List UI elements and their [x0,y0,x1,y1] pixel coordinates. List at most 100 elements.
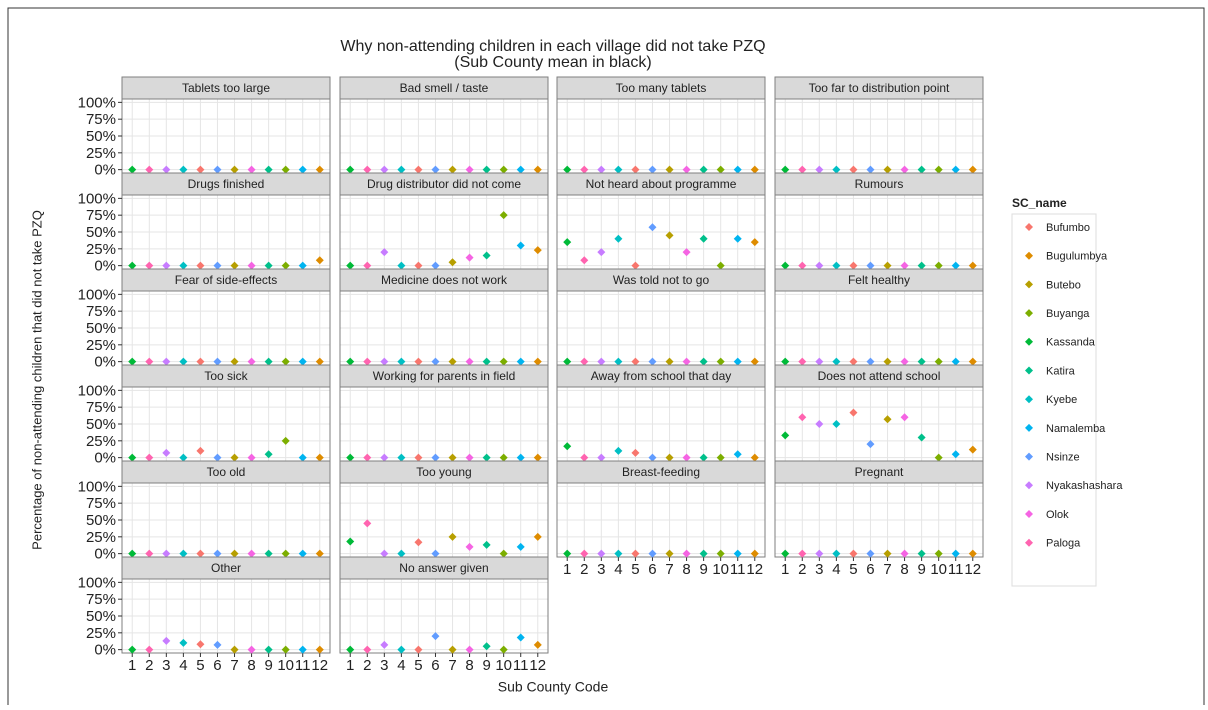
point [414,645,423,654]
x-tick-label: 7 [230,657,238,674]
point [934,549,943,558]
point [162,165,171,174]
point [832,261,841,270]
point [414,261,423,270]
point [665,231,674,240]
x-tick-label: 12 [311,657,328,674]
point [866,165,875,174]
point [298,453,307,462]
point [866,440,875,449]
point [380,640,389,649]
point [281,357,290,366]
y-tick-label: 50% [86,128,116,145]
point [733,234,742,243]
point [815,549,824,558]
x-tick-label: 11 [948,561,964,578]
x-tick-label: 9 [917,561,925,578]
point [179,549,188,558]
point [900,549,909,558]
point [781,357,790,366]
point [128,261,137,270]
point [917,165,926,174]
point [179,165,188,174]
x-tick-label: 8 [247,657,255,674]
legend-marker [1025,251,1033,260]
point [968,357,977,366]
point [516,633,525,642]
point [380,549,389,558]
point [563,357,572,366]
point [900,413,909,422]
legend-marker [1025,395,1033,404]
point [699,453,708,462]
point [516,453,525,462]
point [733,549,742,558]
point [883,261,892,270]
point [716,549,725,558]
strip-label: Tablets too large [182,81,270,95]
y-tick-label: 100% [78,574,116,591]
point [465,253,474,262]
point [230,645,239,654]
point [281,549,290,558]
point [145,549,154,558]
point [247,453,256,462]
y-tick-label: 100% [78,190,116,207]
x-tick-label: 2 [363,657,371,674]
point [631,357,640,366]
y-tick-label: 0% [94,642,116,659]
point [264,645,273,654]
point [934,261,943,270]
point [798,261,807,270]
x-axis-label: Sub County Code [498,679,609,695]
point [597,248,606,257]
x-tick-label: 4 [397,657,405,674]
point [162,448,171,457]
point [431,549,440,558]
y-tick-label: 75% [86,303,116,320]
point [346,261,355,270]
point [716,357,725,366]
point [597,453,606,462]
point [465,357,474,366]
x-tick-label: 11 [295,657,311,674]
point [128,645,137,654]
chart-subtitle: (Sub County mean in black) [454,54,651,71]
legend-marker [1025,223,1033,231]
y-tick-label: 0% [94,450,116,467]
point [431,632,440,641]
point [380,165,389,174]
x-tick-label: 8 [900,561,908,578]
y-tick-label: 0% [94,546,116,563]
x-tick-label: 11 [513,657,529,674]
point [533,640,542,649]
point [682,453,691,462]
legend-label: Katira [1046,365,1076,377]
strip-label: Not heard about programme [586,177,737,191]
point [849,165,858,174]
point [230,261,239,270]
y-tick-label: 50% [86,416,116,433]
point [631,165,640,174]
strip-label: Too sick [204,369,248,383]
point [465,453,474,462]
x-tick-label: 3 [380,657,388,674]
point [682,165,691,174]
point [516,357,525,366]
legend-marker [1025,366,1033,375]
point [281,436,290,445]
point [179,453,188,462]
point [699,234,708,243]
point [448,165,457,174]
point [798,165,807,174]
point [380,453,389,462]
point [665,453,674,462]
point [917,357,926,366]
point [448,453,457,462]
point [563,165,572,174]
x-tick-label: 2 [145,657,153,674]
point [883,165,892,174]
point [951,549,960,558]
point [380,357,389,366]
